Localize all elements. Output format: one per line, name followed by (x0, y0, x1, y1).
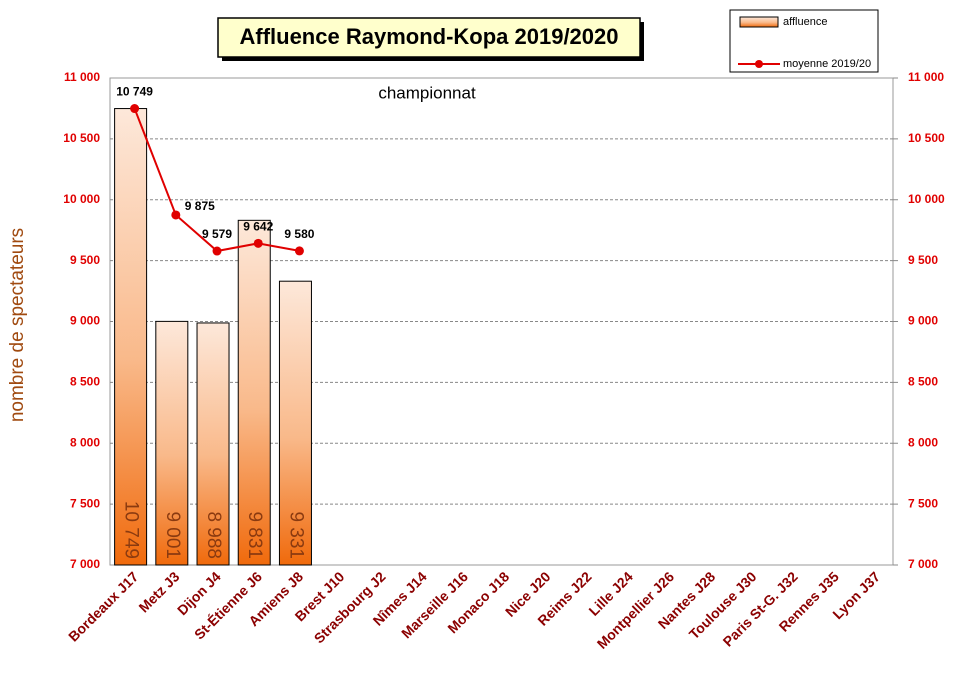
y-tick-label: 10 000 (63, 192, 100, 206)
y2-tick-label: 9 000 (908, 314, 938, 328)
legend-swatch (739, 16, 779, 28)
line-value-label: 9 580 (284, 227, 314, 241)
line-value-label: 9 875 (185, 199, 215, 213)
y2-tick-label: 10 500 (908, 131, 945, 145)
bar-value-label: 8 988 (203, 511, 224, 559)
y-tick-label: 8 500 (70, 375, 100, 389)
line-point (253, 238, 263, 248)
y2-tick-label: 9 500 (908, 253, 938, 267)
line-point (130, 104, 140, 114)
title-box (217, 17, 641, 58)
y-tick-label: 9 000 (70, 314, 100, 328)
x-tick-label: Strasbourg J2 (311, 568, 389, 646)
x-tick-label: Paris St-G. J32 (720, 568, 801, 649)
bar-value-label: 9 331 (285, 511, 306, 559)
bar-value-label: 9 831 (244, 511, 265, 559)
y-tick-label: 11 000 (64, 70, 100, 84)
y-tick-label: 7 000 (70, 557, 100, 571)
annotation: championnat (378, 83, 476, 102)
bar (155, 320, 189, 566)
line-value-label: 9 642 (243, 220, 273, 234)
y2-tick-label: 8 000 (908, 435, 938, 449)
y-tick-label: 9 500 (70, 253, 100, 267)
y-tick-label: 10 500 (63, 131, 100, 145)
line-value-label: 10 749 (116, 85, 153, 99)
bar (114, 108, 148, 566)
bar (237, 219, 271, 566)
y-axis-label: nombre de spectateurs (7, 228, 28, 422)
line-point (294, 246, 304, 256)
bar-value-label: 9 001 (162, 511, 183, 559)
x-tick-label: Bordeaux J17 (65, 568, 141, 644)
y-tick-label: 7 500 (70, 496, 100, 510)
line-point (212, 246, 222, 256)
legend-label: moyenne 2019/20 (783, 58, 871, 70)
y2-tick-label: 8 500 (908, 375, 938, 389)
y-tick-label: 8 000 (70, 435, 100, 449)
legend-label: affluence (783, 16, 827, 28)
bar-value-label: 10 749 (121, 501, 142, 559)
line-point (171, 210, 181, 220)
y2-tick-label: 7 500 (908, 496, 938, 510)
y2-tick-label: 11 000 (908, 70, 944, 84)
legend-swatch (755, 60, 763, 68)
bar (196, 322, 230, 566)
chart-title: Affluence Raymond-Kopa 2019/2020 (239, 24, 618, 49)
y2-tick-label: 7 000 (908, 557, 938, 571)
line-value-label: 9 579 (202, 227, 232, 241)
bar (278, 280, 312, 566)
y2-tick-label: 10 000 (908, 192, 945, 206)
